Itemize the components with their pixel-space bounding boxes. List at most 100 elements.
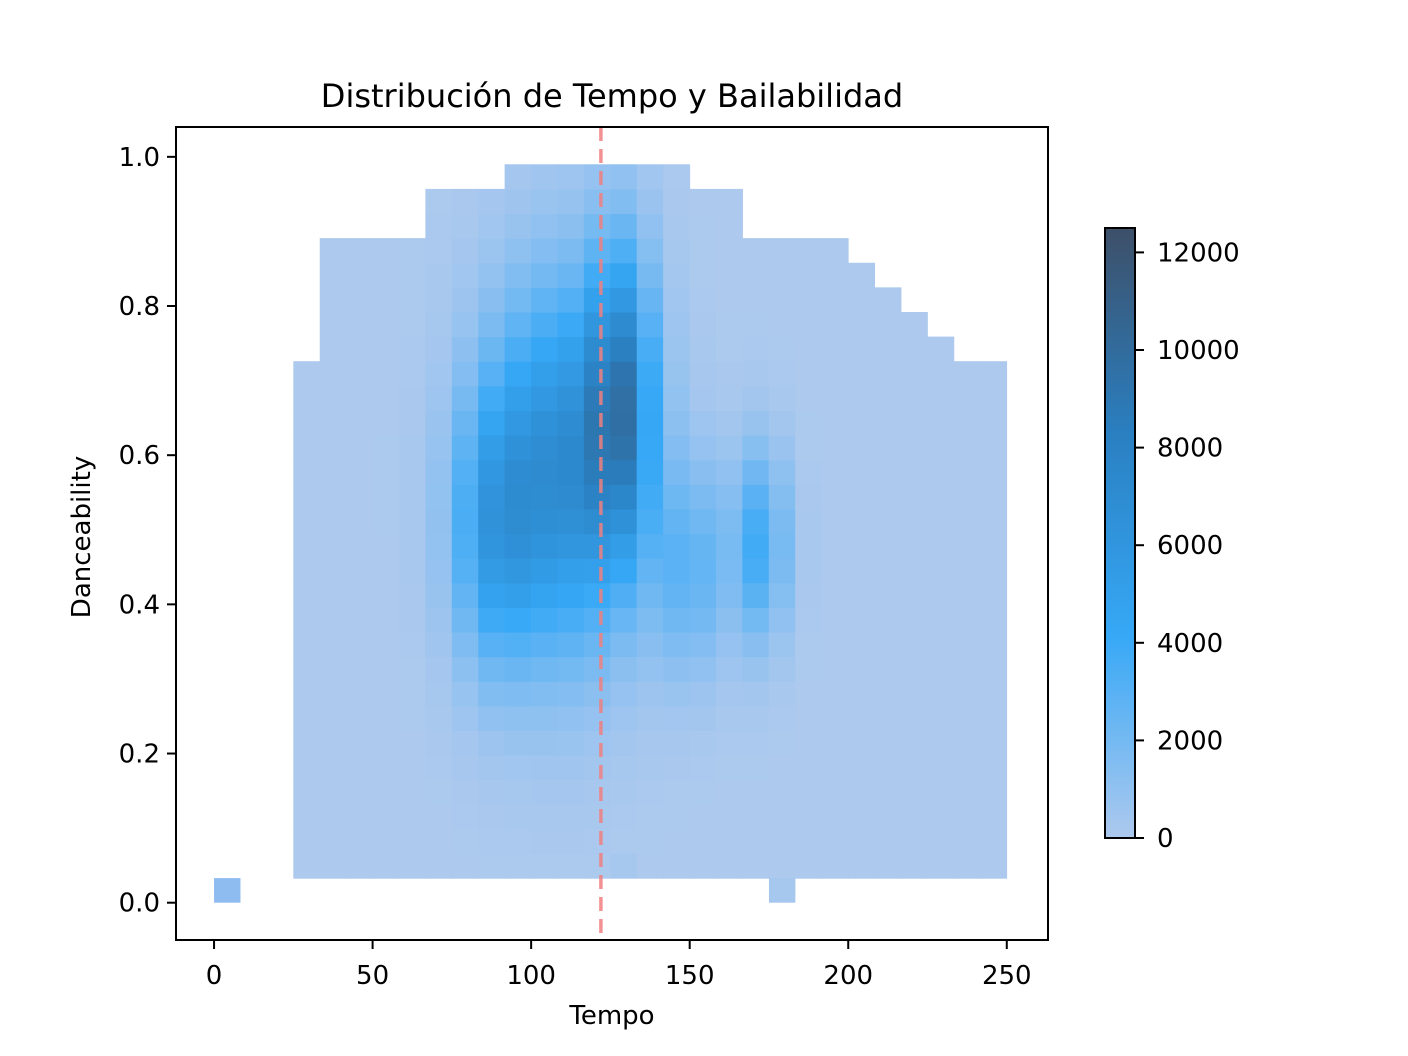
heatmap-cell <box>425 287 453 313</box>
heatmap-cell <box>768 508 796 535</box>
heatmap-cell <box>346 755 374 781</box>
heatmap-cell <box>742 853 770 879</box>
heatmap-cell <box>346 853 374 879</box>
heatmap-cell <box>900 730 928 756</box>
heatmap-cell <box>636 238 664 264</box>
heatmap-cell <box>848 385 876 412</box>
plot-frame <box>175 126 1049 941</box>
y-tick-label: 0.8 <box>119 292 160 322</box>
heatmap-cell <box>451 410 479 436</box>
heatmap-cell <box>715 558 743 584</box>
heatmap-cell <box>636 681 664 707</box>
heatmap-cell <box>821 435 849 461</box>
heatmap-cell <box>398 607 426 633</box>
heatmap-cell <box>398 459 426 485</box>
heatmap-cell <box>689 410 717 436</box>
heatmap-cell <box>636 311 664 338</box>
heatmap-cell <box>398 238 426 264</box>
heatmap-cell <box>768 385 796 412</box>
heatmap-cell <box>821 385 849 412</box>
heatmap-cell <box>663 385 691 412</box>
heatmap-cell <box>636 804 664 830</box>
heatmap-cell <box>663 484 691 510</box>
x-tick-label: 200 <box>823 961 873 991</box>
heatmap-cell <box>927 558 955 584</box>
chart-title: Distribución de Tempo y Bailabilidad <box>321 77 903 115</box>
heatmap-cell <box>372 755 400 781</box>
heatmap-cell <box>557 435 585 461</box>
heatmap-cell <box>900 656 928 682</box>
heatmap-cell <box>610 681 638 707</box>
x-axis-title: Tempo <box>568 1001 654 1031</box>
heatmap-cell <box>372 681 400 707</box>
heatmap-cell <box>715 508 743 535</box>
heatmap-cell <box>346 804 374 830</box>
heatmap-cell <box>821 607 849 633</box>
heatmap-cell <box>557 410 585 436</box>
heatmap-cell <box>583 311 611 338</box>
heatmap-cell <box>425 311 453 338</box>
heatmap-cell <box>557 558 585 584</box>
heatmap-cell <box>531 213 559 239</box>
heatmap-cell <box>742 484 770 510</box>
heatmap-cell <box>372 631 400 658</box>
heatmap-cell <box>715 459 743 485</box>
heatmap-cell <box>451 705 479 732</box>
heatmap-cell <box>663 828 691 855</box>
heatmap-cell <box>293 582 321 608</box>
heatmap-cell <box>953 607 981 633</box>
heatmap-cell <box>319 533 347 559</box>
heatmap-cell <box>663 459 691 485</box>
heatmap-cell <box>636 558 664 584</box>
heatmap-cell <box>425 336 453 362</box>
heatmap-cell <box>742 435 770 461</box>
heatmap-cell <box>610 410 638 436</box>
heatmap-cell <box>398 828 426 855</box>
heatmap-cell <box>742 361 770 387</box>
heatmap-cell <box>372 705 400 732</box>
x-tick-label: 0 <box>206 961 223 991</box>
heatmap-cell <box>610 336 638 362</box>
heatmap-cell <box>715 484 743 510</box>
heatmap-cell <box>531 188 559 215</box>
heatmap-cell <box>557 361 585 387</box>
heatmap-cell <box>583 287 611 313</box>
heatmap-cell <box>715 607 743 633</box>
heatmap-cell <box>425 484 453 510</box>
heatmap-cell <box>531 410 559 436</box>
heatmap-cell <box>478 410 506 436</box>
heatmap-cell <box>848 435 876 461</box>
heatmap-cell <box>848 484 876 510</box>
heatmap-cell <box>425 435 453 461</box>
heatmap-cell <box>689 484 717 510</box>
heatmap-cell <box>927 435 955 461</box>
heatmap-cell <box>689 459 717 485</box>
heatmap-cell <box>504 385 532 412</box>
heatmap-cell <box>953 558 981 584</box>
heatmap-cell <box>372 459 400 485</box>
heatmap-cell <box>715 533 743 559</box>
heatmap-cell <box>768 607 796 633</box>
heatmap-cell <box>557 262 585 288</box>
heatmap-cell <box>372 853 400 879</box>
heatmap-cell <box>478 287 506 313</box>
heatmap-cell <box>689 311 717 338</box>
heatmap-cell <box>742 287 770 313</box>
heatmap-cell <box>372 435 400 461</box>
heatmap-cell <box>795 828 823 855</box>
heatmap-cell <box>504 582 532 608</box>
heatmap-cell <box>980 779 1008 805</box>
heatmap-cell <box>478 311 506 338</box>
heatmap-cell <box>372 533 400 559</box>
heatmap-cell <box>874 828 902 855</box>
heatmap-cell <box>848 582 876 608</box>
heatmap-cell <box>715 804 743 830</box>
heatmap-cell <box>319 311 347 338</box>
heatmap-cell <box>715 361 743 387</box>
heatmap-cell <box>636 631 664 658</box>
heatmap-cell <box>557 164 585 190</box>
heatmap-cell <box>398 435 426 461</box>
heatmap-cell <box>795 779 823 805</box>
heatmap-cell <box>742 779 770 805</box>
heatmap-cell <box>451 755 479 781</box>
